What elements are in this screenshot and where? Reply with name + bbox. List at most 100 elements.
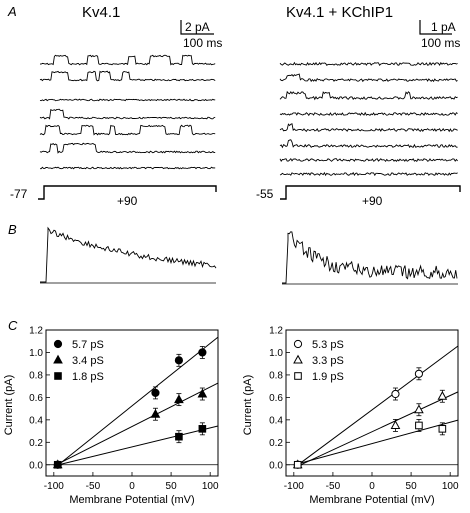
x-tick-label: -50 [326, 481, 341, 492]
left-trace-2 [39, 70, 216, 82]
panel-label-a: A [8, 4, 17, 19]
data-point-3 [198, 425, 207, 433]
fit-line-2 [297, 391, 459, 467]
x-tick-label: 100 [202, 481, 219, 492]
y-tick-label: 0.6 [29, 393, 43, 404]
y-tick-label: 0.4 [269, 415, 283, 426]
right-trace-4 [279, 111, 458, 117]
legend-label-2: 3.4 pS [72, 355, 104, 367]
left-scale-bar [180, 20, 214, 35]
y-tick-label: 0.8 [29, 370, 43, 381]
y-axis-label: Current (pA) [3, 375, 15, 436]
data-point-3 [293, 460, 302, 469]
data-point-1 [198, 348, 207, 357]
right-trace-2 [279, 73, 458, 83]
x-axis-label: Membrane Potential (mV) [309, 494, 434, 506]
x-tick-label: -100 [284, 481, 304, 492]
legend-label-3: 1.9 pS [312, 371, 344, 383]
x-tick-label: -50 [86, 481, 101, 492]
data-point-3 [53, 460, 62, 469]
x-tick-label: 0 [129, 481, 135, 492]
left-scale-current-label: 2 pA [185, 20, 210, 34]
right-holding-potential: -55 [256, 187, 274, 201]
y-tick-label: 1.0 [29, 348, 43, 359]
fit-line-3 [297, 419, 459, 465]
data-point-2 [414, 404, 424, 414]
right-scale-time-label: 100 ms [421, 36, 461, 50]
right-scale-bar [419, 20, 452, 35]
left-holding-potential: -77 [10, 187, 28, 201]
left-trace-3 [39, 98, 216, 102]
legend-marker-3 [54, 372, 62, 380]
left-trace-1 [39, 54, 216, 66]
fit-line-1 [297, 345, 459, 466]
legend-label-1: 5.3 pS [312, 339, 344, 351]
x-tick-label: 0 [369, 481, 375, 492]
data-point-1 [174, 356, 184, 365]
legend-marker-3 [294, 372, 302, 380]
data-point-3 [438, 425, 447, 433]
left-trace-6 [39, 142, 216, 154]
y-tick-label: 0.6 [269, 393, 283, 404]
right-trace-1 [279, 61, 458, 66]
y-tick-label: 1.2 [269, 326, 283, 337]
data-point-2 [197, 388, 208, 398]
y-tick-label: 0.2 [29, 438, 43, 449]
x-tick-label: -100 [44, 481, 64, 492]
right-step-potential: +90 [362, 194, 383, 208]
legend-label-2: 3.3 pS [312, 355, 344, 367]
y-tick-label: 1.2 [29, 326, 43, 337]
data-point-3 [415, 421, 423, 430]
y-tick-label: 0.4 [29, 415, 43, 426]
left-trace-4 [39, 108, 216, 120]
data-point-2 [437, 390, 448, 400]
right-panel-title: Kv4.1 + KChIP1 [286, 4, 394, 21]
right-ensemble-average [282, 231, 458, 284]
fit-line-3 [57, 425, 219, 466]
y-tick-label: 0.2 [269, 438, 283, 449]
data-point-1 [391, 389, 400, 399]
y-tick-label: 0.0 [269, 460, 283, 471]
data-point-1 [151, 388, 160, 397]
legend-marker-1 [53, 339, 63, 349]
legend-label-3: 1.8 pS [72, 371, 104, 383]
right-trace-7 [279, 157, 458, 163]
legend-marker-2 [53, 354, 63, 364]
right-trace-3 [279, 90, 458, 101]
right-trace-5 [279, 123, 458, 133]
panel-label-b: B [8, 222, 17, 237]
y-tick-label: 0.8 [269, 370, 283, 381]
left-trace-5 [39, 124, 216, 136]
right-trace-6 [279, 139, 458, 149]
data-point-2 [174, 394, 184, 404]
legend-label-1: 5.7 pS [72, 339, 104, 351]
left-ensemble-average [40, 226, 217, 283]
legend-marker-1 [293, 339, 303, 349]
left-panel-title: Kv4.1 [82, 4, 121, 21]
x-tick-label: 50 [166, 481, 178, 492]
left-scale-time-label: 100 ms [183, 36, 223, 50]
fit-line-2 [57, 382, 219, 465]
right-voltage-protocol [280, 185, 461, 200]
right-scale-current-label: 1 pA [431, 20, 456, 34]
data-point-2 [390, 420, 401, 429]
fit-line-1 [57, 336, 219, 466]
legend-marker-2 [293, 354, 303, 364]
panel-label-c: C [8, 318, 18, 333]
x-tick-label: 50 [406, 481, 418, 492]
data-point-2 [150, 408, 161, 418]
left-voltage-protocol [38, 185, 217, 200]
y-axis-label: Current (pA) [242, 375, 254, 436]
y-tick-label: 0.0 [29, 460, 43, 471]
x-tick-label: 100 [442, 481, 459, 492]
left-step-potential: +90 [117, 194, 138, 208]
left-trace-7 [40, 166, 216, 170]
data-point-1 [414, 369, 424, 378]
data-point-3 [175, 432, 183, 441]
x-axis-label: Membrane Potential (mV) [69, 494, 194, 506]
right-trace-8 [279, 171, 458, 177]
y-tick-label: 1.0 [269, 348, 283, 359]
